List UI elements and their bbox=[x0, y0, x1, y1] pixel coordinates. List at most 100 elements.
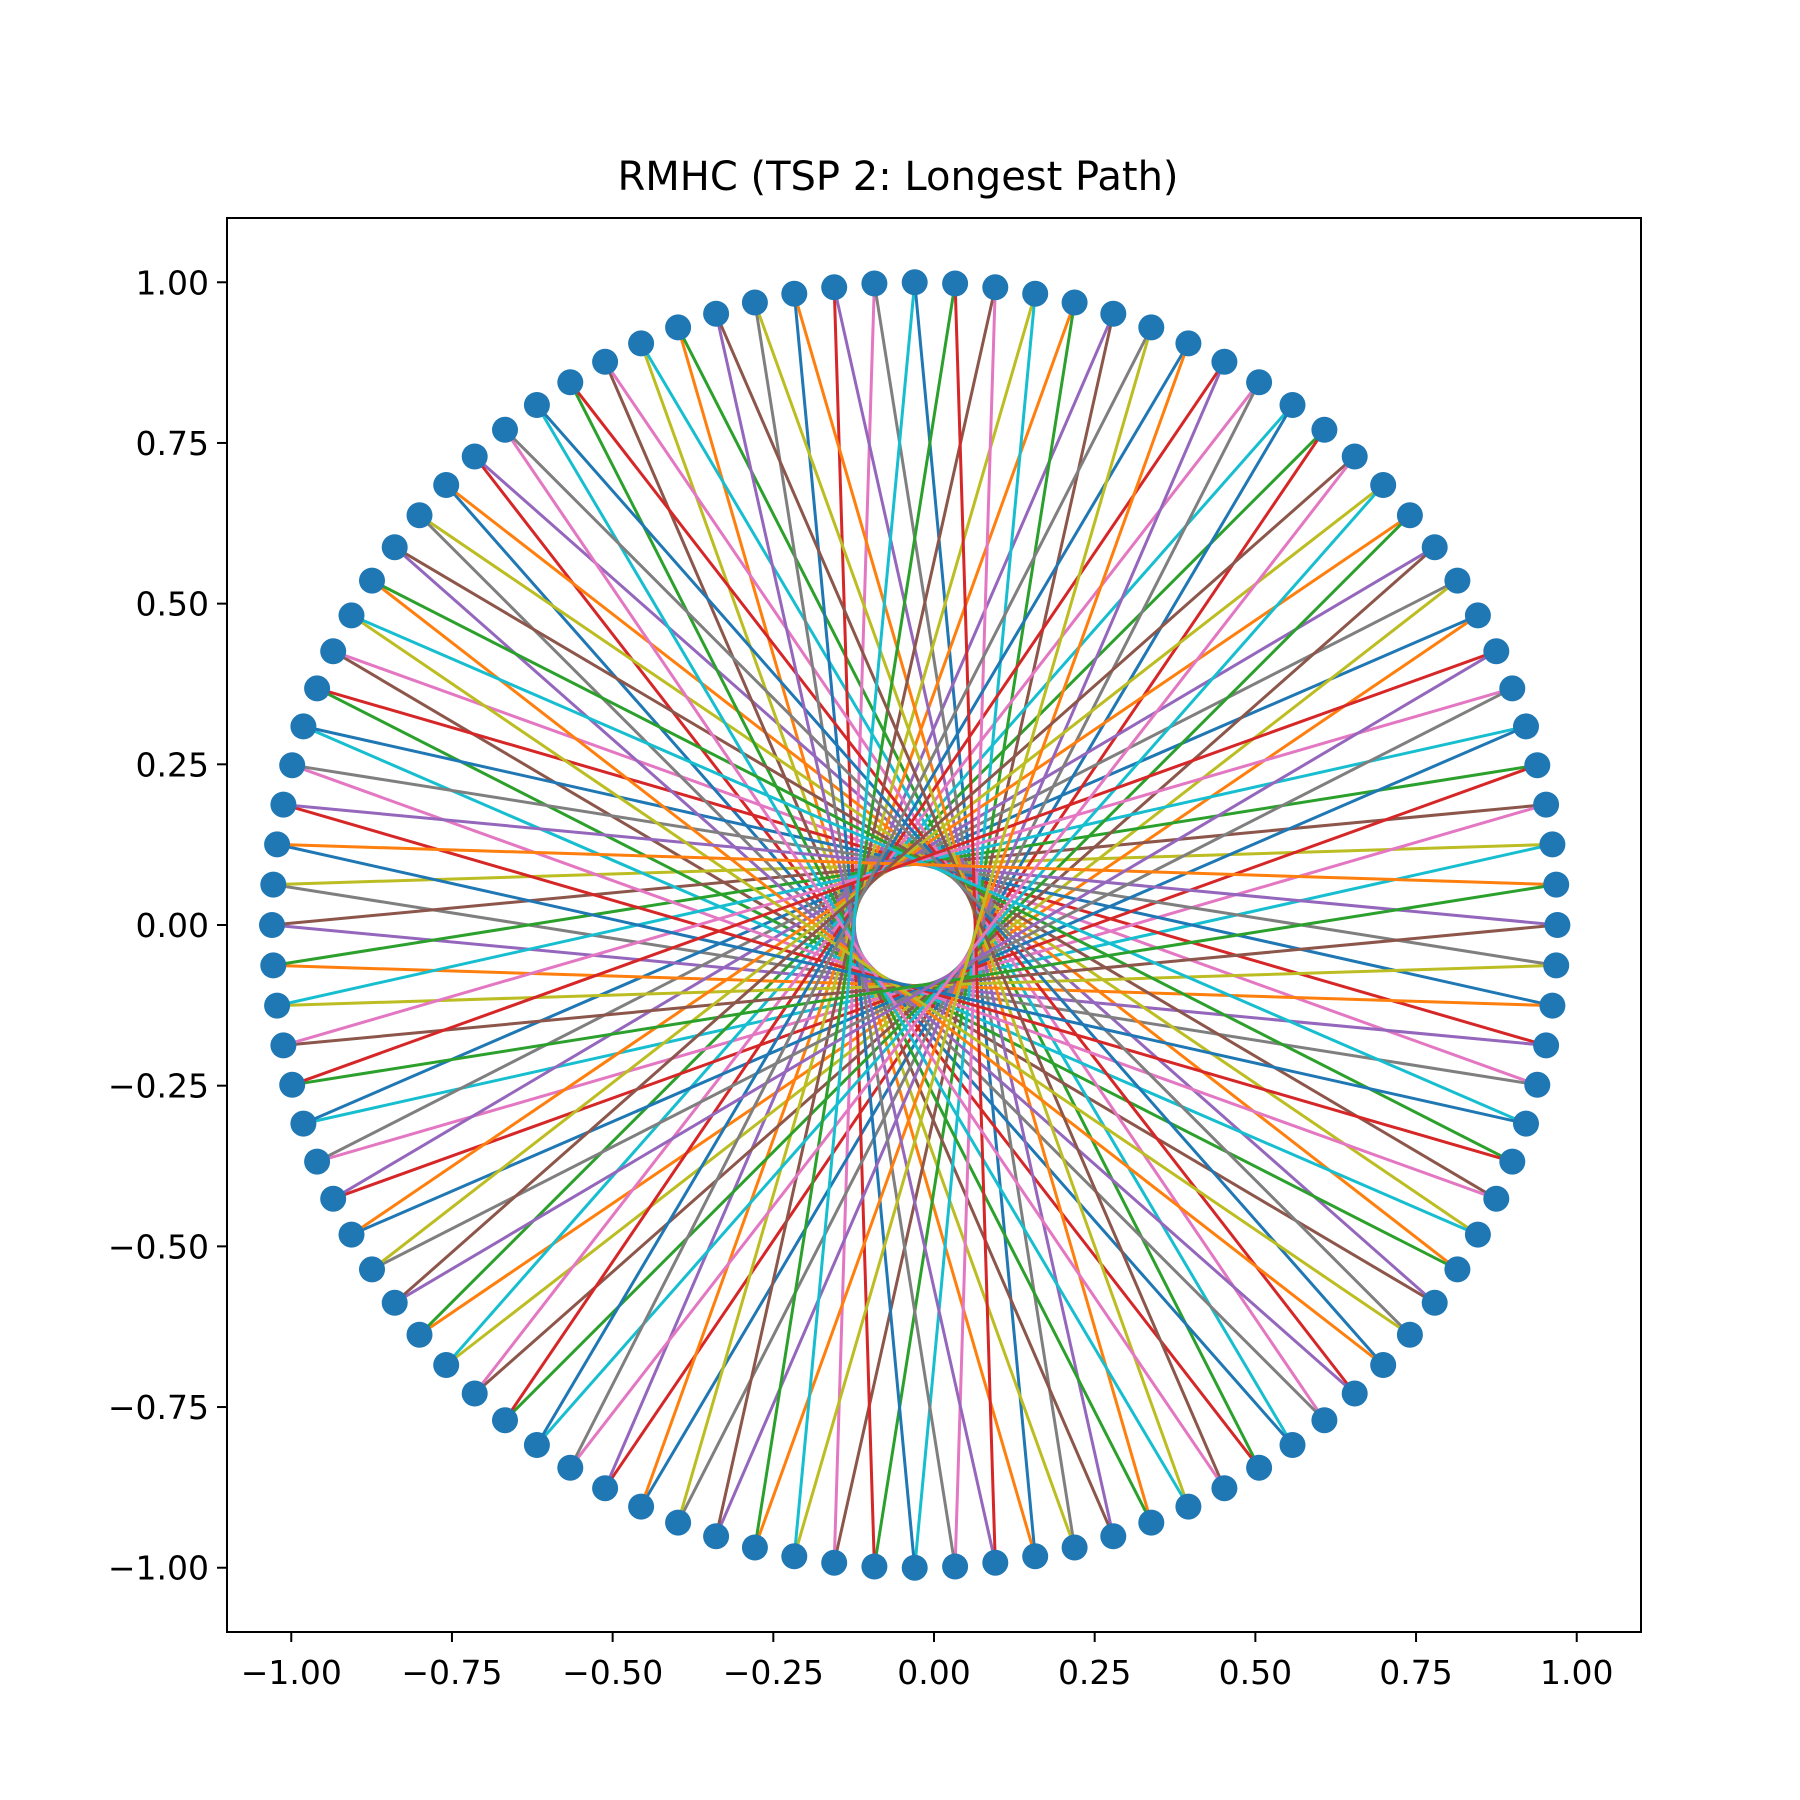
city-point bbox=[1138, 314, 1165, 341]
city-point bbox=[1524, 752, 1551, 779]
city-point bbox=[492, 1407, 518, 1434]
city-points bbox=[259, 269, 1571, 1581]
city-point bbox=[461, 443, 488, 470]
tour-edge bbox=[291, 883, 1557, 1087]
city-point bbox=[1499, 1148, 1526, 1175]
tour-edge bbox=[503, 428, 1411, 1336]
city-point bbox=[338, 1221, 365, 1248]
tour-edge bbox=[393, 455, 1356, 1304]
x-tick-label: −0.25 bbox=[723, 1653, 824, 1692]
city-point bbox=[433, 472, 460, 498]
city-point bbox=[1341, 1380, 1368, 1407]
city-point bbox=[901, 269, 928, 296]
city-point bbox=[1100, 300, 1127, 327]
city-point bbox=[264, 831, 291, 858]
x-tick-label: 0.00 bbox=[897, 1653, 970, 1692]
city-point bbox=[1370, 1352, 1397, 1378]
city-point bbox=[1513, 1110, 1539, 1137]
tour-edge bbox=[714, 313, 997, 1564]
city-point bbox=[1533, 1032, 1560, 1059]
x-axis: −1.00 −0.75 −0.50 −0.25 0.00 0.25 0.50 0.75 1.00 bbox=[241, 1632, 1613, 1692]
city-point bbox=[1533, 791, 1560, 818]
city-point bbox=[942, 1553, 969, 1580]
city-point bbox=[523, 392, 550, 418]
city-point bbox=[260, 871, 287, 898]
city-point bbox=[381, 534, 408, 561]
city-point bbox=[821, 274, 848, 301]
x-tick-label: 0.25 bbox=[1058, 1653, 1131, 1692]
city-point bbox=[1396, 502, 1423, 529]
y-tick-label: 0.25 bbox=[136, 745, 209, 784]
tour-edge bbox=[569, 455, 1356, 1469]
city-point bbox=[1279, 1432, 1306, 1458]
x-tick-label: −1.00 bbox=[241, 1653, 342, 1692]
city-point bbox=[1421, 1289, 1448, 1316]
city-point bbox=[703, 300, 730, 327]
city-point bbox=[290, 1110, 317, 1137]
city-point bbox=[592, 1475, 619, 1502]
city-point bbox=[264, 992, 291, 1019]
city-point bbox=[359, 567, 385, 594]
city-point bbox=[1464, 1221, 1491, 1248]
city-point bbox=[1370, 472, 1397, 498]
city-point bbox=[1396, 1321, 1423, 1348]
city-point bbox=[942, 270, 969, 297]
city-point bbox=[1175, 1493, 1202, 1520]
city-point bbox=[381, 1289, 408, 1316]
city-point bbox=[1211, 348, 1238, 375]
plot-frame bbox=[226, 217, 1642, 1633]
city-point bbox=[1211, 1475, 1238, 1502]
city-point bbox=[665, 314, 692, 341]
city-point bbox=[1246, 1454, 1273, 1481]
city-point bbox=[557, 369, 584, 396]
city-point bbox=[741, 289, 768, 316]
city-point bbox=[1543, 871, 1570, 898]
city-point bbox=[406, 1321, 433, 1348]
city-point bbox=[982, 274, 1009, 301]
city-point bbox=[1061, 1534, 1088, 1561]
city-point bbox=[628, 1493, 655, 1520]
x-tick-label: −0.75 bbox=[401, 1653, 502, 1692]
city-point bbox=[1100, 1523, 1127, 1550]
city-point bbox=[1544, 912, 1571, 938]
y-tick-label: 0.50 bbox=[136, 585, 209, 624]
city-point bbox=[1513, 713, 1539, 740]
city-point bbox=[1279, 392, 1306, 418]
city-point bbox=[270, 791, 297, 818]
y-axis: −1.00 −0.75 −0.50 −0.25 0.00 0.25 0.50 0.75 1.00 bbox=[108, 263, 227, 1588]
tour-edge bbox=[568, 326, 1153, 1469]
city-point bbox=[320, 638, 347, 665]
city-point bbox=[304, 1148, 331, 1175]
tour-edge bbox=[277, 842, 1557, 887]
city-point bbox=[1444, 1256, 1471, 1283]
city-point bbox=[259, 912, 285, 938]
city-point bbox=[1464, 602, 1491, 629]
city-point bbox=[901, 1554, 928, 1581]
city-point bbox=[741, 1534, 768, 1561]
city-point bbox=[665, 1509, 692, 1536]
tour-edge bbox=[792, 282, 917, 1557]
city-point bbox=[628, 330, 655, 357]
city-point bbox=[461, 1380, 488, 1407]
chart-title: RMHC (TSP 2: Longest Path) bbox=[617, 154, 1178, 200]
y-tick-label: 1.00 bbox=[136, 263, 209, 302]
city-point bbox=[592, 348, 619, 375]
city-point bbox=[279, 752, 306, 779]
city-point bbox=[1246, 369, 1273, 396]
city-point bbox=[861, 1553, 888, 1580]
city-point bbox=[433, 1352, 460, 1378]
city-point bbox=[982, 1549, 1009, 1576]
city-point bbox=[1543, 952, 1570, 979]
x-tick-label: 1.00 bbox=[1540, 1653, 1613, 1692]
x-tick-label: 0.75 bbox=[1379, 1653, 1452, 1692]
tour-edge bbox=[276, 842, 1527, 1126]
y-tick-label: −0.25 bbox=[108, 1067, 209, 1106]
city-point bbox=[557, 1454, 584, 1481]
tour-edge bbox=[792, 326, 1153, 1557]
x-tick-label: 0.50 bbox=[1219, 1653, 1292, 1692]
city-point bbox=[290, 713, 317, 740]
tour-edge bbox=[393, 650, 1498, 1305]
city-point bbox=[781, 280, 808, 307]
city-point bbox=[1421, 534, 1448, 561]
